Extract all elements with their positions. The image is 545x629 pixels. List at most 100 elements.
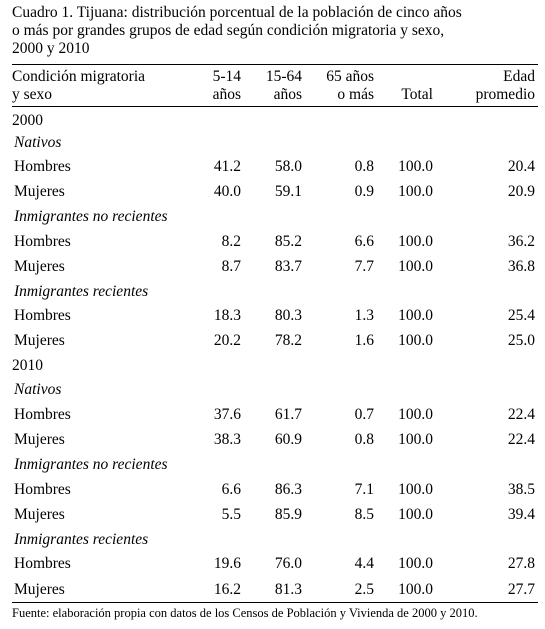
group-row-inmigrantes-no-recientes: Inmigrantes no recientes [0, 455, 545, 479]
header-label: Condición migratoria y sexo [12, 68, 145, 104]
sex-label: Hombres [14, 555, 71, 572]
cell-15-64: 83.7 [274, 258, 302, 275]
group-label: Nativos [14, 381, 62, 398]
cell-edad-promedio: 27.8 [507, 555, 535, 572]
cell-5-14: 37.6 [213, 406, 241, 423]
cell-edad-promedio: 20.4 [507, 158, 535, 175]
cell-15-64: 80.3 [274, 307, 302, 324]
table-row: Hombres 41.2 58.0 0.8 100.0 20.4 [0, 157, 545, 181]
cell-65-plus: 4.4 [354, 555, 374, 572]
source-note: Fuente: elaboración propia con datos de … [12, 606, 478, 620]
header-col-65-plus: 65 años o más [326, 68, 374, 104]
table-row: Mujeres 8.7 83.7 7.7 100.0 36.8 [0, 257, 545, 281]
group-label: Inmigrantes no recientes [14, 456, 168, 473]
cell-15-64: 81.3 [274, 581, 302, 598]
table-row: Mujeres 40.0 59.1 0.9 100.0 20.9 [0, 182, 545, 206]
year-row-2010: 2010 [0, 356, 545, 380]
group-label: Inmigrantes recientes [14, 283, 149, 300]
cell-total: 100.0 [398, 581, 433, 598]
cell-edad-promedio: 25.0 [507, 332, 535, 349]
cell-total: 100.0 [398, 258, 433, 275]
cell-15-64: 78.2 [274, 332, 302, 349]
cell-15-64: 59.1 [274, 183, 302, 200]
cell-edad-promedio: 22.4 [507, 406, 535, 423]
cell-65-plus: 0.8 [354, 158, 374, 175]
header-label-line-2: y sexo [12, 86, 53, 103]
cell-65-plus: 7.7 [354, 258, 374, 275]
header-col-15-64-line-1: 15-64 [265, 68, 302, 85]
cell-65-plus: 8.5 [354, 506, 374, 523]
cell-total: 100.0 [398, 332, 433, 349]
cell-5-14: 38.3 [213, 431, 241, 448]
cell-edad-promedio: 39.4 [507, 506, 535, 523]
table-row: Mujeres 20.2 78.2 1.6 100.0 25.0 [0, 331, 545, 355]
sex-label: Hombres [14, 233, 71, 250]
cell-total: 100.0 [398, 233, 433, 250]
header-col-edad-promedio-line-1: Edad [503, 68, 535, 85]
sex-label: Mujeres [14, 332, 65, 349]
cell-total: 100.0 [398, 158, 433, 175]
sex-label: Mujeres [14, 581, 65, 598]
header-col-5-14-line-2: años [212, 86, 241, 103]
cell-edad-promedio: 20.9 [507, 183, 535, 200]
table-row: Mujeres 16.2 81.3 2.5 100.0 27.7 [0, 580, 545, 604]
cell-65-plus: 0.8 [354, 431, 374, 448]
cell-15-64: 85.2 [274, 233, 302, 250]
header-col-15-64: 15-64 años [266, 68, 302, 104]
table-row: Hombres 8.2 85.2 6.6 100.0 36.2 [0, 232, 545, 256]
caption-line-1: Cuadro 1. Tijuana: distribución porcentu… [12, 4, 462, 21]
cell-5-14: 40.0 [213, 183, 241, 200]
cell-5-14: 5.5 [221, 506, 241, 523]
table-row: Hombres 19.6 76.0 4.4 100.0 27.8 [0, 554, 545, 578]
sex-label: Hombres [14, 481, 71, 498]
cell-edad-promedio: 36.2 [507, 233, 535, 250]
cell-65-plus: 7.1 [354, 481, 374, 498]
header-col-5-14-line-1: 5-14 [212, 68, 241, 85]
table-row: Mujeres 5.5 85.9 8.5 100.0 39.4 [0, 505, 545, 529]
cell-65-plus: 6.6 [354, 233, 374, 250]
group-label: Inmigrantes recientes [14, 531, 149, 548]
cell-total: 100.0 [398, 555, 433, 572]
table-row: Hombres 37.6 61.7 0.7 100.0 22.4 [0, 405, 545, 429]
sex-label: Mujeres [14, 183, 65, 200]
cell-edad-promedio: 25.4 [507, 307, 535, 324]
header-col-65-plus-line-1: 65 años [326, 68, 374, 85]
cell-5-14: 8.2 [221, 233, 241, 250]
cell-edad-promedio: 38.5 [507, 481, 535, 498]
bottom-rule [12, 602, 538, 603]
header-col-65-plus-line-2: o más [337, 86, 374, 103]
year-label: 2000 [12, 112, 43, 129]
cell-5-14: 20.2 [213, 332, 241, 349]
cell-15-64: 86.3 [274, 481, 302, 498]
cell-65-plus: 1.3 [354, 307, 374, 324]
group-row-nativos: Nativos [0, 380, 545, 404]
cell-5-14: 16.2 [213, 581, 241, 598]
cell-5-14: 41.2 [213, 158, 241, 175]
cell-5-14: 8.7 [221, 258, 241, 275]
cell-edad-promedio: 22.4 [507, 431, 535, 448]
group-row-nativos: Nativos [0, 133, 545, 157]
top-rule [12, 64, 538, 65]
sex-label: Mujeres [14, 431, 65, 448]
cell-15-64: 85.9 [274, 506, 302, 523]
cell-15-64: 60.9 [274, 431, 302, 448]
header-col-5-14: 5-14 años [213, 68, 241, 104]
cell-total: 100.0 [398, 481, 433, 498]
cell-5-14: 19.6 [213, 555, 241, 572]
caption-line-3: 2000 y 2010 [12, 40, 90, 57]
cell-5-14: 6.6 [221, 481, 241, 498]
cell-5-14: 18.3 [213, 307, 241, 324]
cell-total: 100.0 [398, 406, 433, 423]
header-label-line-1: Condición migratoria [12, 68, 146, 85]
table-row: Hombres 18.3 80.3 1.3 100.0 25.4 [0, 306, 545, 330]
cell-65-plus: 2.5 [354, 581, 374, 598]
table-caption: Cuadro 1. Tijuana: distribución porcentu… [12, 4, 532, 58]
cell-edad-promedio: 27.7 [507, 581, 535, 598]
sex-label: Hombres [14, 406, 71, 423]
header-col-edad-promedio-line-2: promedio [475, 86, 535, 103]
cell-65-plus: 0.7 [354, 406, 374, 423]
year-row-2000: 2000 [0, 111, 545, 135]
cell-total: 100.0 [398, 431, 433, 448]
cell-65-plus: 0.9 [354, 183, 374, 200]
